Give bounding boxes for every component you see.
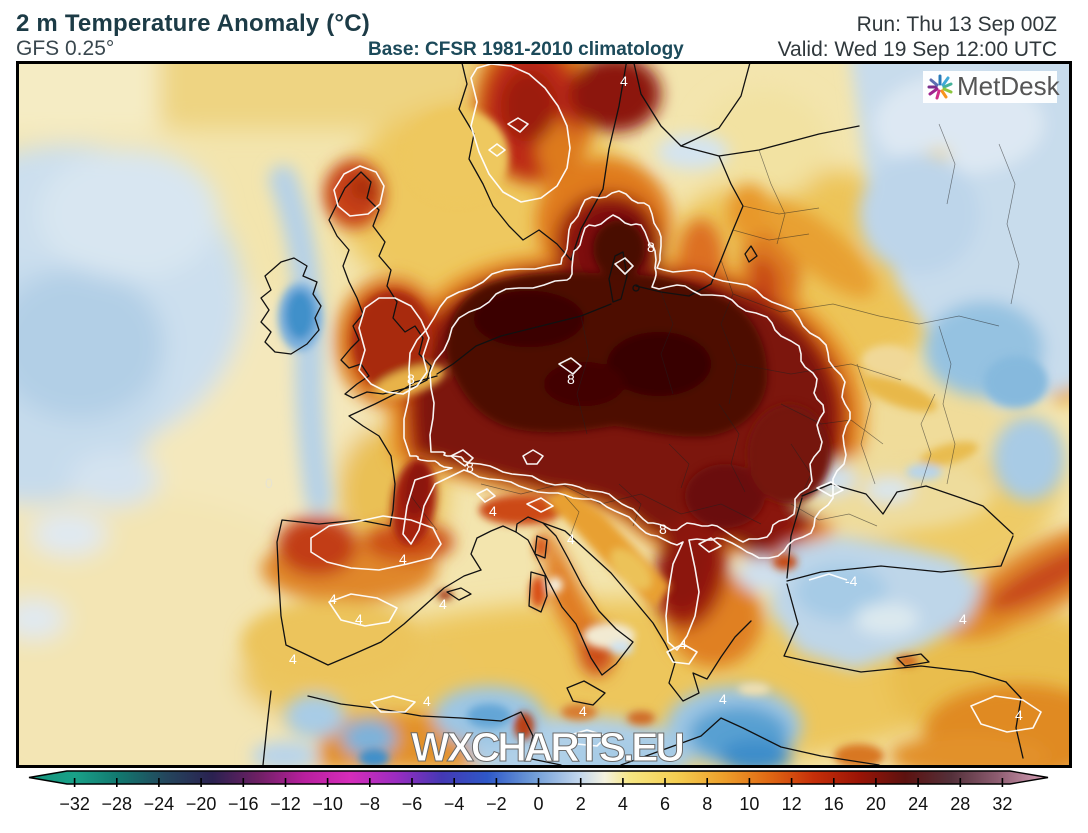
svg-text:20: 20 bbox=[866, 794, 886, 814]
svg-text:4: 4 bbox=[567, 531, 575, 547]
svg-text:0: 0 bbox=[533, 794, 543, 814]
svg-text:8: 8 bbox=[659, 521, 667, 537]
svg-text:4: 4 bbox=[618, 794, 628, 814]
svg-text:4: 4 bbox=[329, 591, 337, 607]
svg-text:4: 4 bbox=[679, 636, 687, 652]
svg-text:−2: −2 bbox=[486, 794, 507, 814]
svg-text:4: 4 bbox=[489, 503, 497, 519]
svg-text:4: 4 bbox=[719, 691, 727, 707]
svg-text:4: 4 bbox=[355, 611, 363, 627]
svg-text:8: 8 bbox=[647, 239, 655, 255]
svg-text:4: 4 bbox=[289, 651, 297, 667]
svg-text:2: 2 bbox=[576, 794, 586, 814]
svg-text:8: 8 bbox=[567, 371, 575, 387]
svg-text:8: 8 bbox=[466, 459, 474, 475]
svg-text:−12: −12 bbox=[270, 794, 301, 814]
svg-text:8: 8 bbox=[407, 371, 415, 387]
svg-text:12: 12 bbox=[782, 794, 802, 814]
svg-text:0: 0 bbox=[265, 475, 273, 491]
svg-text:16: 16 bbox=[824, 794, 844, 814]
svg-text:4: 4 bbox=[439, 596, 447, 612]
svg-text:4: 4 bbox=[399, 551, 407, 567]
svg-text:WXCHARTS.EU: WXCHARTS.EU bbox=[411, 724, 685, 765]
svg-text:−32: −32 bbox=[59, 794, 90, 814]
svg-text:6: 6 bbox=[660, 794, 670, 814]
svg-text:4: 4 bbox=[620, 73, 628, 89]
svg-text:-4: -4 bbox=[845, 573, 858, 589]
svg-text:−24: −24 bbox=[144, 794, 175, 814]
svg-text:MetDesk: MetDesk bbox=[957, 71, 1061, 101]
svg-text:4: 4 bbox=[579, 703, 587, 719]
svg-text:4: 4 bbox=[959, 611, 967, 627]
svg-text:4: 4 bbox=[1015, 707, 1023, 723]
svg-text:24: 24 bbox=[908, 794, 928, 814]
svg-text:32: 32 bbox=[992, 794, 1012, 814]
svg-text:−4: −4 bbox=[444, 794, 465, 814]
svg-text:28: 28 bbox=[950, 794, 970, 814]
svg-text:4: 4 bbox=[423, 693, 431, 709]
svg-text:−16: −16 bbox=[228, 794, 259, 814]
svg-text:−8: −8 bbox=[360, 794, 381, 814]
svg-text:−6: −6 bbox=[402, 794, 423, 814]
svg-text:−20: −20 bbox=[186, 794, 217, 814]
svg-text:−28: −28 bbox=[102, 794, 133, 814]
svg-text:−10: −10 bbox=[312, 794, 343, 814]
svg-text:10: 10 bbox=[739, 794, 759, 814]
svg-text:8: 8 bbox=[702, 794, 712, 814]
